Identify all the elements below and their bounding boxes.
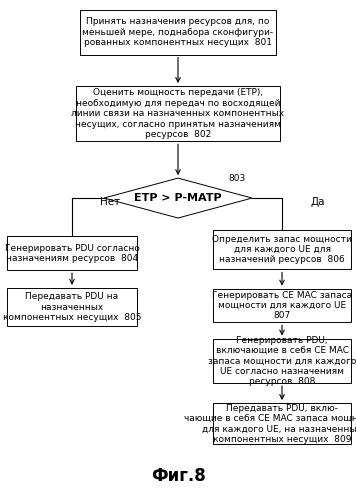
- FancyBboxPatch shape: [76, 86, 280, 141]
- Text: Генерировать CE MAC запаса
мощности для каждого UE
807: Генерировать CE MAC запаса мощности для …: [212, 290, 352, 320]
- FancyBboxPatch shape: [213, 288, 351, 322]
- Text: ETP > P-MATP: ETP > P-MATP: [134, 193, 222, 203]
- FancyBboxPatch shape: [7, 288, 137, 326]
- Text: Генерировать PDU,
включающие в себя CE MAC
запаса мощности для каждого
UE соглас: Генерировать PDU, включающие в себя CE M…: [208, 335, 356, 386]
- Polygon shape: [104, 178, 252, 218]
- FancyBboxPatch shape: [213, 338, 351, 383]
- FancyBboxPatch shape: [7, 237, 137, 270]
- FancyBboxPatch shape: [213, 403, 351, 445]
- Text: Нет: Нет: [100, 197, 120, 207]
- Text: Генерировать PDU согласно
назначениям ресурсов  804: Генерировать PDU согласно назначениям ре…: [5, 244, 140, 263]
- Text: Да: Да: [311, 197, 325, 207]
- Text: Оценить мощность передачи (ETP),
необходимую для передач по восходящей
линии свя: Оценить мощность передачи (ETP), необход…: [72, 88, 284, 139]
- FancyBboxPatch shape: [80, 10, 276, 54]
- Text: 803: 803: [229, 174, 246, 183]
- Text: Фиг.8: Фиг.8: [151, 467, 205, 485]
- Text: Принять назначения ресурсов для, по
меньшей мере, поднабора сконфигури-
рованных: Принять назначения ресурсов для, по мень…: [83, 17, 273, 47]
- Text: Определить запас мощности
для каждого UE для
назначений ресурсов  806: Определить запас мощности для каждого UE…: [212, 235, 352, 264]
- Text: Передавать PDU на
назначенных
компонентных несущих  805: Передавать PDU на назначенных компонентн…: [3, 292, 141, 322]
- FancyBboxPatch shape: [213, 230, 351, 269]
- Text: Передавать PDU, вклю-
чающие в себя CE MAC запаса мощности
для каждого UE, на на: Передавать PDU, вклю- чающие в себя CE M…: [184, 404, 356, 444]
